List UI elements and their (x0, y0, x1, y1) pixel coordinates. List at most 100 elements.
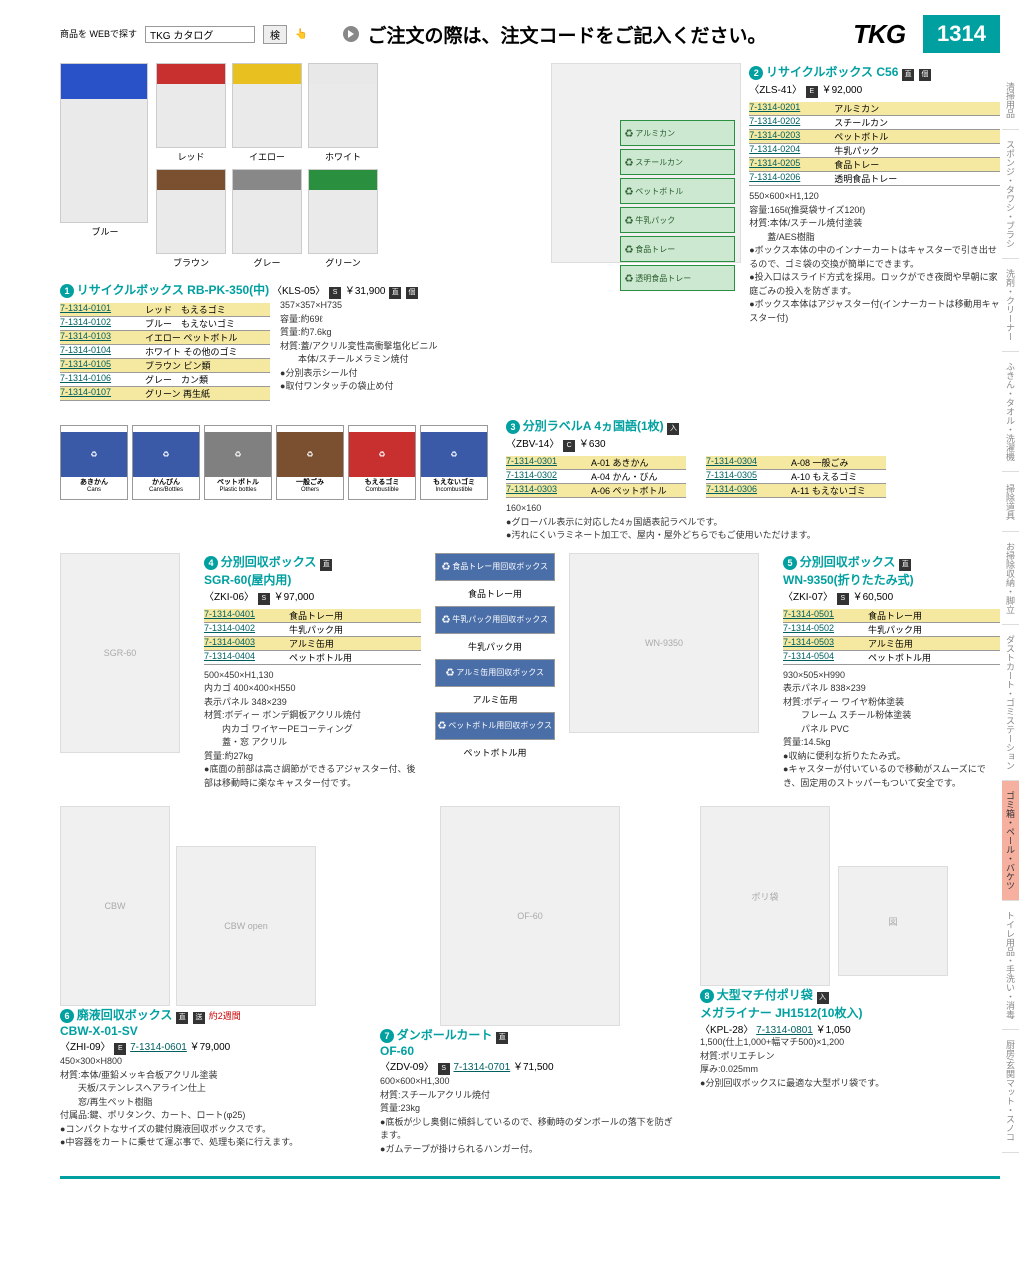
sku-desc: 透明食品トレー (834, 172, 1000, 185)
sku-link[interactable]: 7-1314-0401 (204, 609, 289, 622)
search-input[interactable] (145, 26, 255, 43)
sidetab[interactable]: 厨房/玄関マット・スノコ (1002, 1030, 1019, 1153)
bullet-text: 取付ワンタッチの袋止め付 (280, 380, 438, 394)
sidetab[interactable]: 清掃用品 (1002, 70, 1019, 130)
spec-text: 付属品:鍵、ポリタンク、カート、ロート(φ25) (60, 1109, 360, 1123)
sku-link[interactable]: 7-1314-0601 (130, 1042, 187, 1053)
sku-link[interactable]: 7-1314-0205 (749, 158, 834, 171)
sku-link[interactable]: 7-1314-0303 (506, 484, 591, 497)
sku-link[interactable]: 7-1314-0306 (706, 484, 791, 497)
search-button[interactable]: 検 (263, 25, 287, 44)
sku-link[interactable]: 7-1314-0206 (749, 172, 834, 185)
sku-desc: スチールカン (834, 116, 1000, 129)
sku-link[interactable]: 7-1314-0102 (60, 317, 145, 330)
spec-text: 蓋・窓 アクリル (204, 736, 421, 750)
sku-link[interactable]: 7-1314-0501 (783, 609, 868, 622)
mark-icon: S (438, 1063, 450, 1075)
product-image: WN-9350 (569, 553, 759, 733)
product-number: 8 (700, 989, 714, 1003)
sku-link[interactable]: 7-1314-0404 (204, 651, 289, 664)
sidetab[interactable]: ふきん・タオル・洗濯機 (1002, 352, 1019, 472)
color-label: ホワイト (308, 150, 378, 163)
panel-label: ♻ ペットボトル (620, 178, 735, 204)
sidetab[interactable]: 洗剤・クリーナー (1002, 259, 1019, 352)
spec-text: 材質:本体/亜鉛メッキ合板アクリル塗装 (60, 1069, 360, 1083)
price: ￥97,000 (274, 592, 315, 603)
sku-link[interactable]: 7-1314-0105 (60, 359, 145, 372)
mark-icon: 送 (193, 1012, 205, 1024)
sku-link[interactable]: 7-1314-0204 (749, 144, 834, 157)
page-number: 1314 (923, 15, 1000, 53)
sku-link[interactable]: 7-1314-0402 (204, 623, 289, 636)
product-title: 分別回収ボックス (800, 555, 896, 569)
mini-panel: ♻ 牛乳パック用回収ボックス (435, 606, 555, 634)
sku-link[interactable]: 7-1314-0304 (706, 456, 791, 469)
color-label: レッド (156, 150, 226, 163)
sku-link[interactable]: 7-1314-0502 (783, 623, 868, 636)
mark-icon: 入 (667, 423, 679, 435)
sku-link[interactable]: 7-1314-0302 (506, 470, 591, 483)
bullet-text: コンパクトなサイズの鍵付廃液回収ボックスです。 (60, 1123, 360, 1137)
color-label: グレー (232, 256, 302, 269)
footer-rule (60, 1176, 1000, 1179)
bullet-text: 中容器をカートに乗せて運ぶ事で、処理も楽に行えます。 (60, 1136, 360, 1150)
product-code: 〈ZKI-07〉 (783, 592, 833, 603)
product-subtitle: メガライナー JH1512(10枚入) (700, 1004, 1000, 1021)
sku-link[interactable]: 7-1314-0504 (783, 651, 868, 664)
sku-link[interactable]: 7-1314-0503 (783, 637, 868, 650)
spec-text: 357×357×H735 (280, 299, 438, 313)
sku-desc: 牛乳パック (834, 144, 1000, 157)
product-title: 廃液回収ボックス (77, 1008, 173, 1022)
sidetab[interactable]: スポンジ・タワシ・ブラシ (1002, 130, 1019, 259)
sku-link[interactable]: 7-1314-0104 (60, 345, 145, 358)
sku-desc: アルミカン (834, 102, 1000, 115)
mark-icon: 直 (902, 69, 914, 81)
bullet-text: ガムテープが掛けられるハンガー付。 (380, 1143, 680, 1157)
search-label: 商品を WEBで探す (60, 29, 137, 40)
color-label: ブルー (60, 225, 150, 238)
spec-text: 窓/再生ペット樹脂 (60, 1096, 360, 1110)
sku-link[interactable]: 7-1314-0701 (453, 1062, 510, 1073)
mark-icon: 直 (496, 1032, 508, 1044)
sort-label-icon: ♻一般ごみOthers (276, 425, 344, 500)
mini-panel: ♻ ペットボトル用回収ボックス (435, 712, 555, 740)
mark-icon: 個 (406, 287, 418, 299)
sku-link[interactable]: 7-1314-0107 (60, 387, 145, 400)
sku-link[interactable]: 7-1314-0202 (749, 116, 834, 129)
spec-text: 本体/スチールメラミン焼付 (280, 353, 438, 367)
bullet-text: キャスターが付いているので移動がスムーズにでき、固定用のストッパーもついて安全で… (783, 763, 1000, 790)
sku-link[interactable]: 7-1314-0403 (204, 637, 289, 650)
sku-link[interactable]: 7-1314-0103 (60, 331, 145, 344)
sku-link[interactable]: 7-1314-0201 (749, 102, 834, 115)
sku-link[interactable]: 7-1314-0305 (706, 470, 791, 483)
sidetab[interactable]: ダストカート・ゴミステーション (1002, 625, 1019, 781)
mark-icon: 入 (817, 992, 829, 1004)
sku-desc: ブルー もえないゴミ (145, 317, 270, 330)
sku-desc: A-11 もえないゴミ (791, 484, 886, 497)
spec-text: 表示パネル 348×239 (204, 696, 421, 710)
sku-link[interactable]: 7-1314-0801 (756, 1025, 813, 1036)
sidetab[interactable]: お掃除収納・脚立 (1002, 532, 1019, 625)
sidetab[interactable]: 掃除道具 (1002, 472, 1019, 532)
spec-text: 容量:約69ℓ (280, 313, 438, 327)
product-code: 〈ZDV-09〉 (380, 1062, 434, 1073)
sku-desc: A-01 あきかん (591, 456, 686, 469)
sku-link[interactable]: 7-1314-0203 (749, 130, 834, 143)
sku-link[interactable]: 7-1314-0106 (60, 373, 145, 386)
sidetab[interactable]: ゴミ箱・ペール・バケツ (1002, 781, 1019, 901)
headline: ご注文の際は、注文コードをご記入ください。 (367, 21, 845, 48)
spec-text: 材質:スチールアクリル焼付 (380, 1089, 680, 1103)
sidetab[interactable]: トイレ用品・手洗い・消毒 (1002, 901, 1019, 1030)
spec-text: 容量:165ℓ(推奨袋サイズ120ℓ) (749, 204, 1000, 218)
sku-desc: 食品トレー用 (289, 609, 421, 622)
mini-panel: ♻ 食品トレー用回収ボックス (435, 553, 555, 581)
leadtime: 約2週間 (209, 1011, 241, 1021)
mini-caption: アルミ缶用 (473, 693, 518, 706)
sku-desc: グレー カン類 (145, 373, 270, 386)
mark-icon: 個 (919, 69, 931, 81)
sku-link[interactable]: 7-1314-0101 (60, 303, 145, 316)
product-number: 2 (749, 66, 763, 80)
sku-link[interactable]: 7-1314-0301 (506, 456, 591, 469)
mark-icon: S (837, 593, 849, 605)
sort-label-icon: ♻あきかんCans (60, 425, 128, 500)
